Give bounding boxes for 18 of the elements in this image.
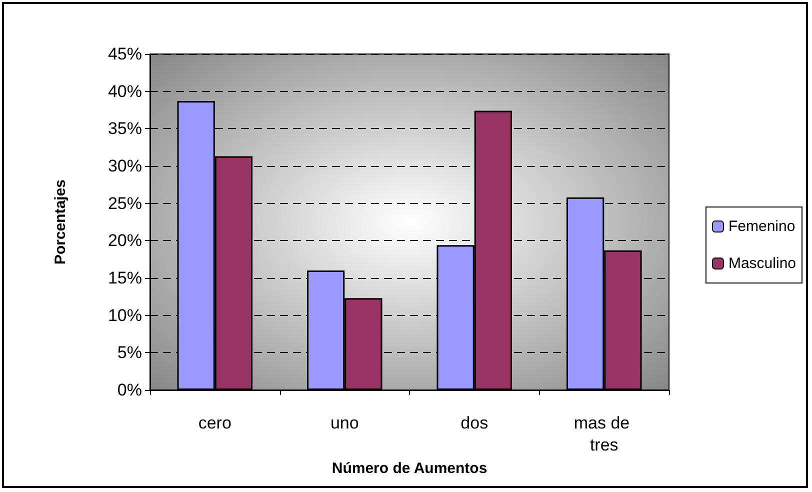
x-tick-label: cero (198, 414, 232, 432)
y-tick-label: 20% (108, 231, 142, 250)
legend-label: Femenino (728, 218, 796, 235)
y-tick-label: 35% (108, 119, 142, 138)
y-tick-label: 30% (108, 156, 142, 176)
y-tick-label: 40% (108, 82, 142, 101)
x-tick-label: mas de tres (574, 414, 634, 454)
y-tick-label: 5% (117, 343, 142, 362)
y-tick-label: 25% (108, 194, 142, 213)
y-tick-label: 15% (108, 268, 142, 288)
legend-label: Masculino (728, 255, 796, 272)
x-axis-title: Número de Aumentos (332, 460, 488, 477)
x-tick-label: uno (330, 414, 359, 432)
y-tick-label: 45% (108, 44, 142, 64)
y-tick-label: 0% (117, 380, 142, 400)
x-tick-label: dos (460, 414, 488, 432)
y-axis-title: Porcentajes (52, 179, 69, 265)
y-tick-label: 10% (108, 306, 142, 325)
